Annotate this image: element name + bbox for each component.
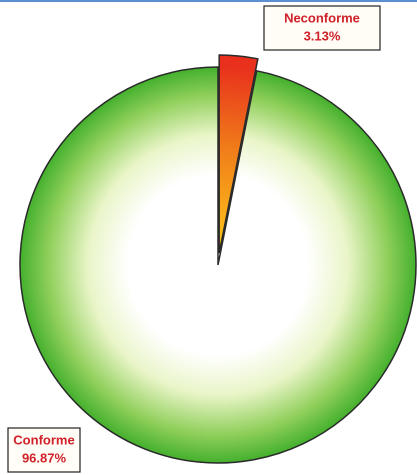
label-value: 3.13% bbox=[304, 28, 341, 43]
pie-slice bbox=[218, 54, 259, 254]
label-box bbox=[7, 427, 81, 473]
label-value: 96.87% bbox=[22, 450, 67, 465]
label-name: Conforme bbox=[13, 432, 74, 447]
pie-slice bbox=[19, 66, 417, 464]
label-box bbox=[263, 5, 381, 51]
label-name: Neconforme bbox=[284, 10, 360, 25]
